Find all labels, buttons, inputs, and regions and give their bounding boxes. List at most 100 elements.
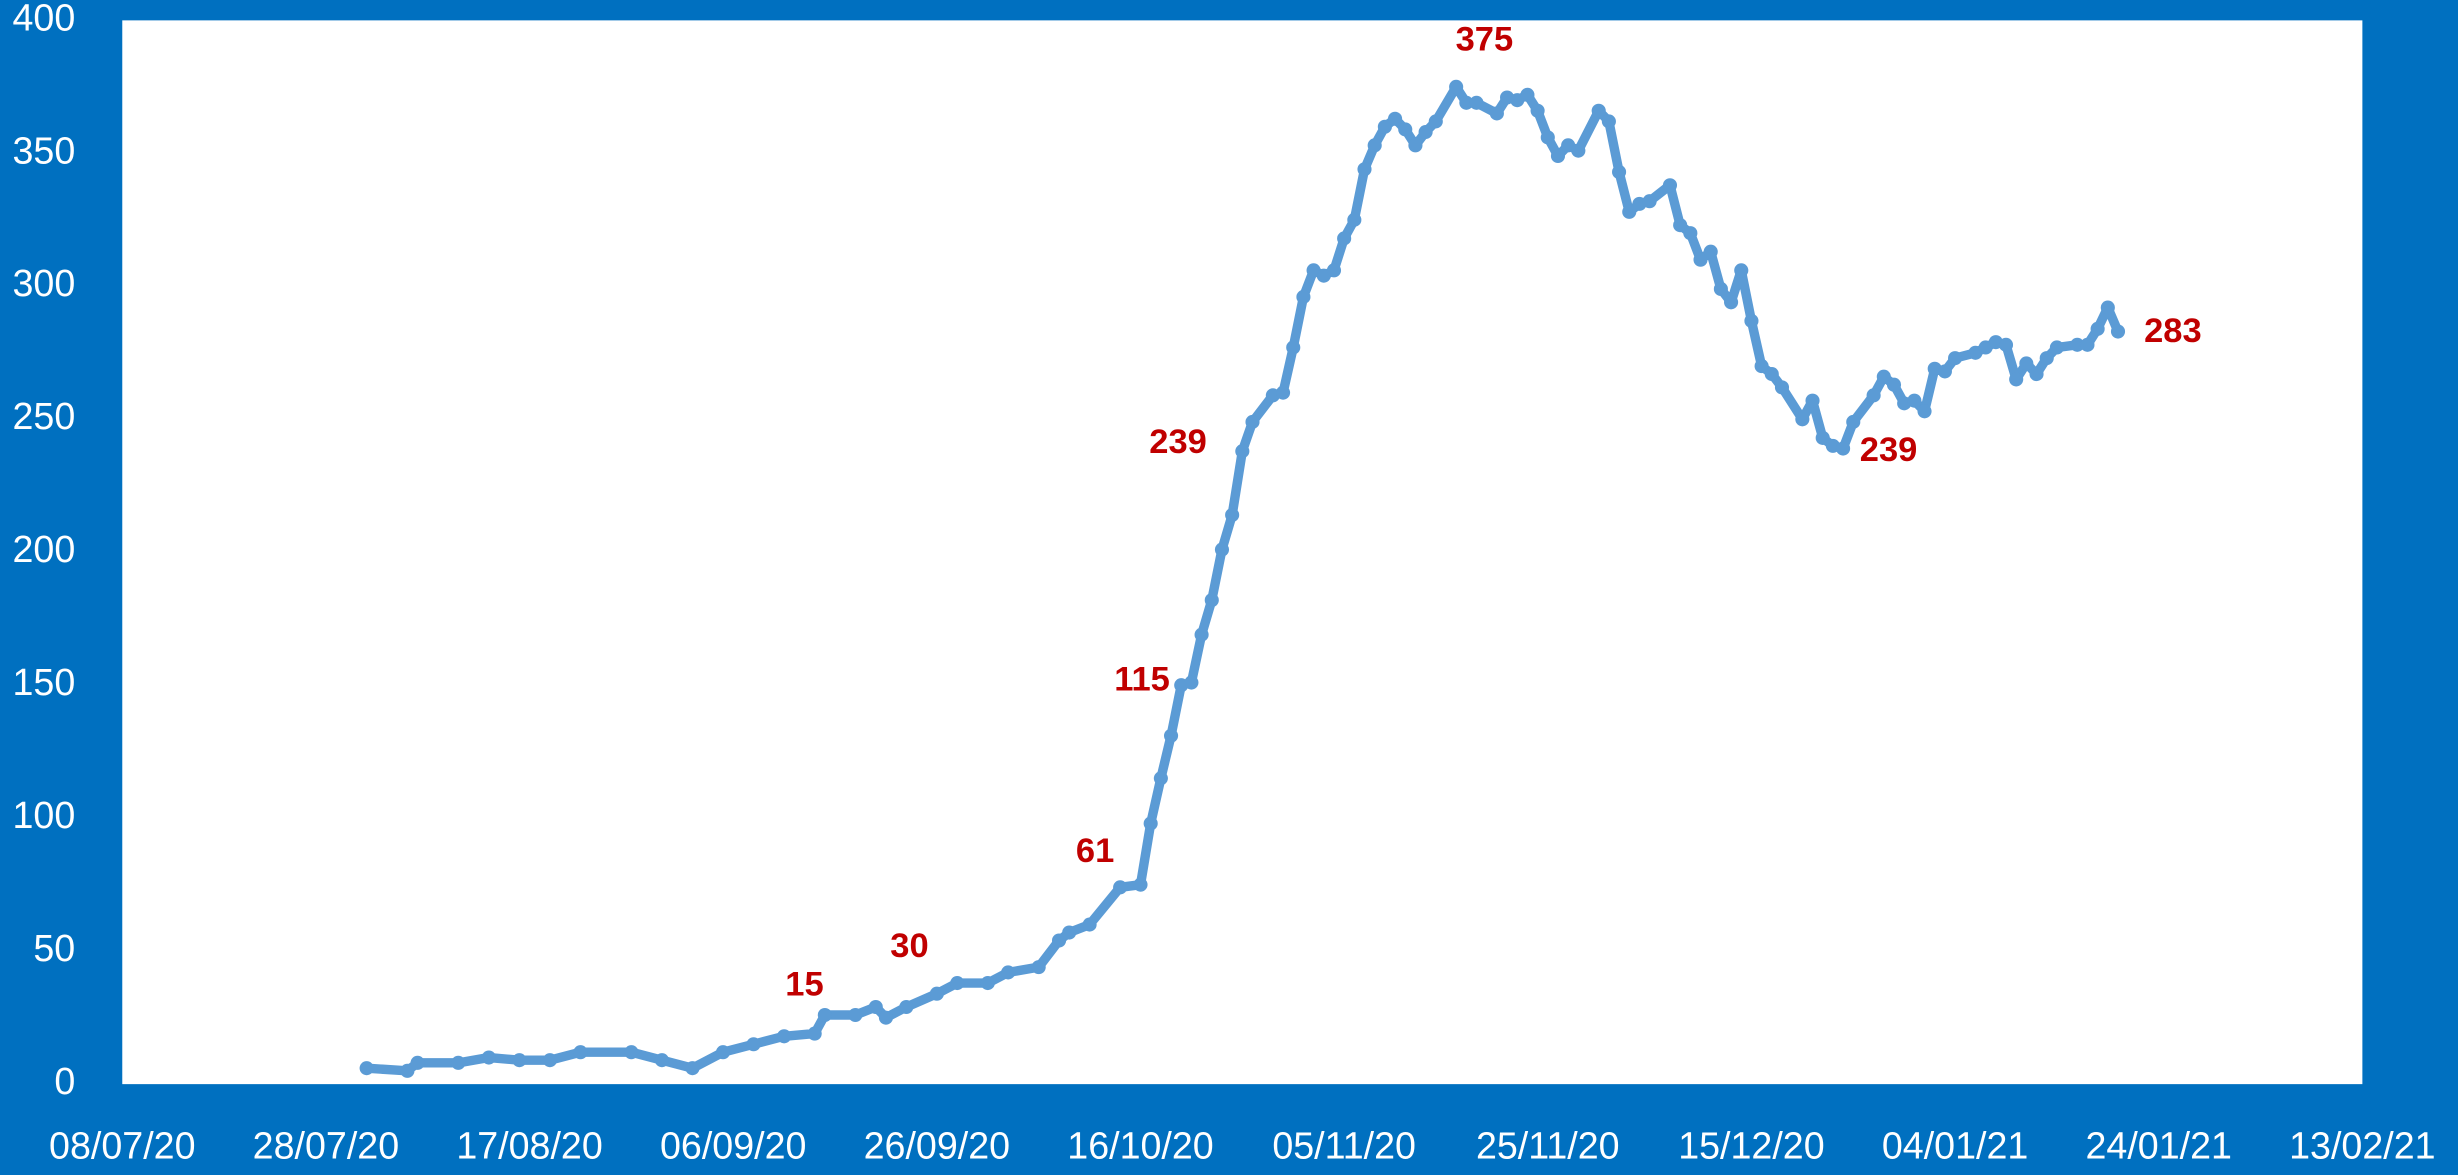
data-point xyxy=(1998,337,2014,352)
data-point xyxy=(1713,281,1728,297)
data-point xyxy=(1571,143,1586,158)
data-point xyxy=(573,1045,588,1060)
data-point xyxy=(868,999,883,1015)
data-point xyxy=(1225,507,1240,523)
data-point xyxy=(1948,351,1963,366)
y-tick-label: 0 xyxy=(54,1060,75,1102)
data-point xyxy=(1469,95,1484,110)
data-point xyxy=(878,1010,893,1025)
data-point xyxy=(2070,337,2085,352)
data-point xyxy=(980,976,995,991)
data-point xyxy=(2049,340,2064,355)
data-point xyxy=(1051,933,1067,948)
data-point xyxy=(542,1053,557,1068)
data-label: 30 xyxy=(890,927,928,965)
data-point xyxy=(1367,138,1382,153)
data-point xyxy=(1377,119,1392,134)
data-point xyxy=(1754,359,1769,374)
y-tick-label: 300 xyxy=(12,262,75,304)
data-point xyxy=(1764,367,1779,382)
data-point xyxy=(1184,675,1199,690)
data-point xyxy=(1398,122,1413,137)
data-point xyxy=(1642,194,1657,209)
data-point xyxy=(2019,356,2034,371)
data-point xyxy=(777,1029,792,1044)
data-point xyxy=(1907,393,1922,408)
data-point xyxy=(1326,263,1342,278)
data-point xyxy=(2009,372,2024,387)
data-label: 15 xyxy=(785,965,823,1003)
data-label: 239 xyxy=(1149,423,1207,461)
data-point xyxy=(1194,627,1209,642)
data-point xyxy=(481,1050,496,1065)
data-point xyxy=(1418,125,1433,140)
data-point xyxy=(685,1061,700,1076)
data-point xyxy=(1001,965,1016,980)
data-point xyxy=(2090,321,2105,336)
data-point xyxy=(1347,212,1362,227)
x-tick-label: 08/07/20 xyxy=(49,1124,195,1166)
x-tick-label: 13/02/21 xyxy=(2289,1124,2435,1166)
data-point xyxy=(1846,414,1861,429)
data-point xyxy=(1724,295,1739,310)
data-point xyxy=(1286,340,1301,355)
data-point xyxy=(1876,369,1891,384)
data-point xyxy=(1428,114,1443,129)
data-point xyxy=(1703,244,1718,259)
plot-area xyxy=(122,20,2363,1085)
data-point xyxy=(1622,204,1637,219)
data-point xyxy=(1337,231,1352,246)
data-point xyxy=(1408,138,1423,153)
data-point xyxy=(848,1007,863,1023)
data-point xyxy=(1683,226,1698,241)
data-point xyxy=(1693,252,1708,267)
data-point xyxy=(1357,162,1372,177)
y-tick-label: 250 xyxy=(12,395,75,437)
data-point xyxy=(400,1063,415,1078)
data-label: 61 xyxy=(1076,832,1114,870)
data-point xyxy=(1062,925,1077,940)
data-point xyxy=(1296,289,1311,304)
y-tick-label: 50 xyxy=(33,927,75,969)
data-point xyxy=(654,1053,669,1068)
data-point xyxy=(1133,877,1148,892)
data-point xyxy=(2029,367,2044,382)
x-tick-label: 25/11/20 xyxy=(1476,1124,1620,1166)
data-point xyxy=(1520,87,1535,102)
data-point xyxy=(1530,103,1545,118)
data-point xyxy=(1540,130,1555,145)
y-tick-label: 350 xyxy=(12,129,75,171)
data-point xyxy=(1082,917,1097,932)
data-point xyxy=(2100,300,2115,315)
data-point xyxy=(1591,103,1606,118)
y-tick-label: 400 xyxy=(12,0,75,38)
data-point xyxy=(1163,728,1179,743)
data-point xyxy=(1673,218,1688,233)
data-point xyxy=(1214,542,1230,557)
data-point xyxy=(1031,960,1046,975)
data-point xyxy=(1836,441,1851,456)
x-tick-label: 06/09/20 xyxy=(660,1124,806,1166)
data-point xyxy=(1774,380,1790,395)
data-point xyxy=(624,1045,639,1060)
x-tick-label: 17/08/20 xyxy=(456,1124,602,1166)
data-point xyxy=(1937,364,1952,379)
data-point xyxy=(950,976,965,991)
data-point xyxy=(1113,880,1128,895)
data-label: 239 xyxy=(1860,431,1918,469)
data-point xyxy=(1153,771,1168,786)
data-point xyxy=(1886,377,1902,392)
data-point xyxy=(1612,164,1627,180)
y-tick-label: 150 xyxy=(12,661,75,703)
x-tick-label: 04/01/21 xyxy=(1882,1124,2028,1166)
data-point xyxy=(359,1061,374,1076)
data-point xyxy=(1917,404,1932,419)
data-point xyxy=(410,1055,425,1070)
data-point xyxy=(929,986,944,1001)
y-tick-label: 200 xyxy=(12,528,75,570)
data-point xyxy=(1815,430,1830,445)
data-point xyxy=(512,1053,527,1068)
data-point xyxy=(2080,337,2095,352)
